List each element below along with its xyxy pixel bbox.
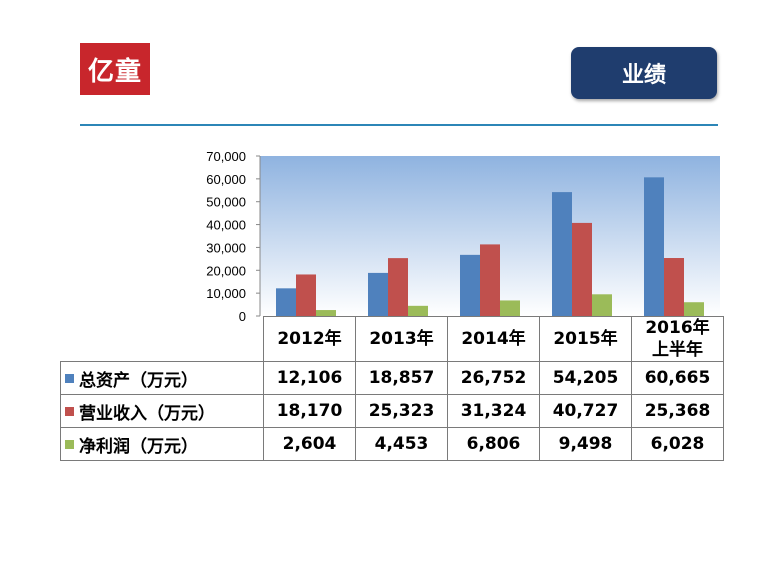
y-tick-label: 10,000	[206, 286, 246, 301]
table-cell: 40,727	[539, 394, 632, 428]
bar	[684, 302, 704, 316]
table-cell: 12,106	[263, 361, 356, 395]
y-tick-label: 20,000	[206, 263, 246, 278]
category-header: 2012年	[263, 316, 356, 362]
bar	[480, 244, 500, 316]
bar	[276, 288, 296, 316]
page-title-button[interactable]: 业绩	[571, 47, 717, 99]
bar-chart: 010,00020,00030,00040,00050,00060,00070,…	[206, 149, 720, 324]
bar	[644, 177, 664, 316]
table-header-row: 2012年 2013年 2014年 2015年 2016年 上半年	[60, 316, 724, 362]
bar	[592, 294, 612, 316]
table-cell: 2,604	[263, 427, 356, 461]
bar	[572, 222, 592, 316]
table-cell: 18,857	[355, 361, 448, 395]
header-divider	[80, 124, 718, 126]
bar	[500, 300, 520, 316]
table-cell: 9,498	[539, 427, 632, 461]
bar	[460, 254, 480, 316]
category-header: 2013年	[355, 316, 448, 362]
table-cell: 26,752	[447, 361, 540, 395]
legend-key-green	[65, 440, 74, 449]
series-label-net-profit: 净利润（万元）	[60, 427, 264, 461]
series-name: 净利润（万元）	[79, 436, 198, 457]
table-cell: 31,324	[447, 394, 540, 428]
y-tick-label: 40,000	[206, 218, 246, 233]
category-header-line: 上半年	[652, 340, 703, 360]
table-cell: 4,453	[355, 427, 448, 461]
table-cell: 60,665	[631, 361, 724, 395]
table-row: 营业收入（万元） 18,170 25,323 31,324 40,727 25,…	[60, 394, 724, 428]
series-name: 总资产（万元）	[79, 370, 198, 391]
bar	[664, 258, 684, 316]
table-cell: 18,170	[263, 394, 356, 428]
category-header: 2015年	[539, 316, 632, 362]
table-cell: 25,323	[355, 394, 448, 428]
y-tick-label: 50,000	[206, 195, 246, 210]
table-cell: 25,368	[631, 394, 724, 428]
bar	[316, 310, 336, 316]
bar	[296, 274, 316, 316]
series-label-total-assets: 总资产（万元）	[60, 361, 264, 395]
bar	[408, 305, 428, 316]
series-label-revenue: 营业收入（万元）	[60, 394, 264, 428]
bar	[368, 272, 388, 316]
category-header-line: 2016年	[645, 318, 710, 338]
category-header: 2016年 上半年	[631, 316, 724, 362]
table-cell: 6,028	[631, 427, 724, 461]
bar	[552, 192, 572, 316]
table-row: 总资产（万元） 12,106 18,857 26,752 54,205 60,6…	[60, 361, 724, 395]
series-name: 营业收入（万元）	[79, 403, 215, 424]
legend-key-blue	[65, 374, 74, 383]
legend-key-red	[65, 407, 74, 416]
data-table: 2012年 2013年 2014年 2015年 2016年 上半年 总资产（万元…	[60, 316, 724, 461]
y-tick-label: 70,000	[206, 149, 246, 164]
table-row: 净利润（万元） 2,604 4,453 6,806 9,498 6,028	[60, 427, 724, 461]
company-logo: 亿童	[80, 43, 150, 95]
table-corner	[60, 316, 264, 362]
bar	[388, 258, 408, 316]
table-cell: 54,205	[539, 361, 632, 395]
category-header: 2014年	[447, 316, 540, 362]
table-cell: 6,806	[447, 427, 540, 461]
y-tick-label: 30,000	[206, 240, 246, 255]
y-tick-label: 60,000	[206, 172, 246, 187]
